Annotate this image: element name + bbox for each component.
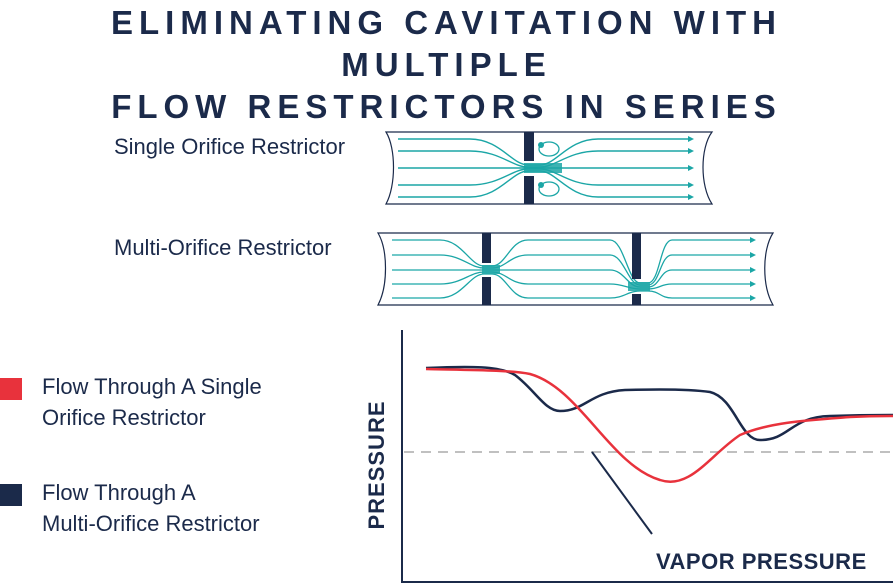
- multi-orifice-plate-2-bottom: [632, 294, 641, 305]
- single-vortex-top: [538, 141, 560, 157]
- multi-orifice-label: Multi-Orifice Restrictor: [114, 235, 332, 260]
- single-orifice-plate-bottom: [524, 176, 534, 204]
- legend-multi-line-1: Flow Through A: [42, 480, 196, 505]
- multi-vena-contracta-2: [628, 282, 650, 291]
- legend-single-line-1: Flow Through A Single: [42, 374, 262, 399]
- multi-orifice-plate-1-bottom: [482, 277, 491, 305]
- multi-pipe-outline: [376, 232, 775, 306]
- legend-multi-swatch: [0, 484, 22, 506]
- single-orifice-plate-top: [524, 132, 534, 161]
- single-vortex-bottom: [538, 181, 560, 197]
- legend-multi-text: Flow Through A Multi-Orifice Restrictor: [42, 477, 260, 539]
- multi-flow-lines: [392, 239, 750, 299]
- multi-vena-contracta-1: [482, 265, 500, 274]
- vapor-pressure-pointer: [591, 451, 653, 535]
- legend-single-line-2: Orifice Restrictor: [42, 405, 206, 430]
- single-orifice-label: Single Orifice Restrictor: [114, 134, 346, 159]
- single-vena-contracta: [524, 163, 562, 173]
- page-title: ELIMINATING CAVITATION WITH MULTIPLE FLO…: [0, 2, 893, 128]
- multi-orifice-pressure-curve: [425, 365, 893, 442]
- multi-orifice-plate-1-top: [482, 233, 491, 263]
- title-line-1: ELIMINATING CAVITATION WITH MULTIPLE: [111, 4, 782, 83]
- chart-axes: [401, 330, 893, 583]
- vapor-pressure-label: VAPOR PRESSURE: [656, 549, 867, 574]
- legend-multi-line-2: Multi-Orifice Restrictor: [42, 511, 260, 536]
- single-arrowheads: [688, 136, 694, 200]
- pressure-axis-label: PRESSURE: [364, 400, 389, 529]
- single-orifice-pressure-curve: [425, 367, 893, 483]
- title-line-2: FLOW RESTRICTORS IN SERIES: [111, 88, 782, 125]
- legend-single-text: Flow Through A Single Orifice Restrictor: [42, 371, 262, 433]
- multi-orifice-plate-2-top: [632, 233, 641, 279]
- multi-arrowheads: [750, 237, 756, 301]
- legend-single-swatch: [0, 378, 22, 400]
- single-pipe-outline: [384, 131, 714, 205]
